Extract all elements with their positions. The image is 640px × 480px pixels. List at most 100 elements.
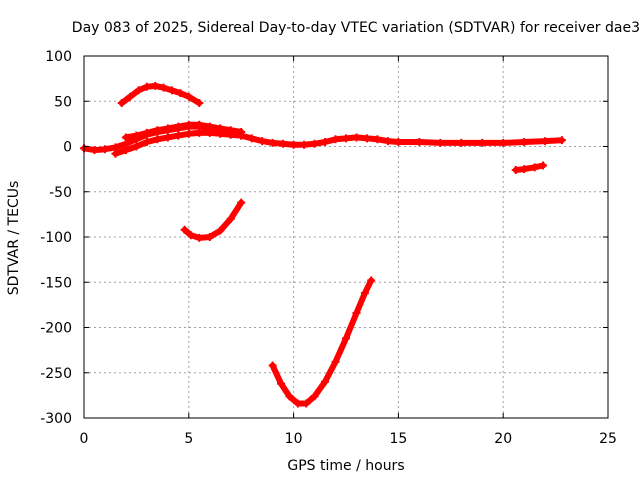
data-point [268, 361, 277, 370]
data-point [90, 146, 99, 155]
series-layer [80, 81, 566, 408]
data-point [289, 140, 298, 149]
data-point [180, 225, 189, 234]
data-point [121, 133, 130, 142]
series-arc-high [117, 81, 204, 108]
data-point [134, 86, 143, 95]
data-point [174, 122, 183, 131]
data-point [132, 142, 141, 151]
grid-layer [84, 56, 608, 418]
x-tick-label: 5 [184, 431, 193, 447]
series-short-segment [511, 161, 548, 175]
data-point [342, 334, 350, 343]
series-arc-deep [268, 276, 376, 408]
data-point [142, 137, 151, 146]
data-point [216, 226, 225, 235]
series-line [512, 162, 546, 173]
y-tick-label: -250 [40, 366, 72, 382]
data-point [121, 146, 130, 155]
data-point [293, 399, 302, 408]
data-point [310, 139, 319, 148]
y-tick-label: -300 [40, 411, 72, 427]
data-point [163, 133, 172, 142]
data-point [310, 392, 319, 401]
data-point [195, 128, 204, 137]
series-line [181, 199, 245, 241]
x-tick-label: 20 [494, 431, 512, 447]
data-point [168, 86, 177, 95]
data-point [205, 233, 214, 241]
data-point [277, 379, 286, 388]
data-point [142, 128, 151, 137]
data-point [457, 138, 466, 147]
data-point [195, 99, 204, 108]
data-point [100, 145, 109, 154]
x-tick-label: 25 [599, 431, 617, 447]
series-lower-branch [111, 128, 246, 158]
tick-layer: 0 5 10 15 20 25 100 50 0 -50 -100 -150 -200 -250 -300 [40, 49, 617, 447]
data-point [237, 128, 246, 137]
data-point [111, 149, 120, 158]
data-point [436, 138, 445, 147]
data-point [176, 89, 185, 98]
x-axis-label: GPS time / hours [287, 458, 404, 474]
data-point [300, 140, 309, 149]
data-point [184, 120, 193, 129]
y-tick-label: 50 [54, 94, 72, 110]
data-point [499, 138, 508, 147]
data-point [530, 163, 539, 172]
data-point [117, 99, 126, 108]
data-point [362, 134, 371, 143]
data-point [541, 137, 550, 146]
y-axis-label: SDTVAR / TECUs [6, 181, 22, 296]
data-point [226, 214, 235, 223]
series-line [269, 277, 375, 407]
y-tick-label: -200 [40, 321, 72, 337]
data-point [539, 161, 548, 170]
data-point [331, 357, 340, 366]
x-tick-label: 10 [285, 431, 303, 447]
data-point [367, 276, 376, 285]
data-point [126, 92, 135, 101]
data-point [226, 126, 235, 135]
data-point [195, 233, 204, 242]
data-point [360, 289, 369, 298]
series-line [118, 82, 203, 107]
data-point [186, 231, 195, 240]
data-point [352, 309, 361, 318]
data-point [153, 135, 162, 144]
data-point [321, 137, 330, 146]
data-point [279, 139, 288, 148]
data-point [174, 131, 183, 140]
data-point [331, 135, 340, 144]
y-tick-label: 100 [45, 49, 72, 65]
data-point [285, 392, 294, 401]
data-point [153, 126, 162, 135]
data-point [205, 122, 214, 131]
data-point [258, 137, 267, 146]
data-point [478, 138, 487, 147]
data-point [321, 377, 330, 386]
y-tick-label: 0 [63, 140, 72, 156]
data-point [373, 135, 382, 144]
data-point [247, 134, 256, 143]
x-tick-label: 15 [389, 431, 407, 447]
data-point [342, 134, 350, 143]
data-point [195, 120, 204, 129]
y-tick-label: -150 [40, 275, 72, 291]
y-tick-label: -100 [40, 230, 72, 246]
data-point [237, 198, 246, 207]
data-point [142, 82, 151, 91]
data-point [383, 137, 392, 146]
series-arc-mid [180, 198, 246, 242]
data-point [159, 83, 168, 92]
data-point [394, 137, 403, 146]
chart-title: Day 083 of 2025, Sidereal Day-to-day VTE… [72, 20, 640, 36]
data-point [302, 399, 311, 408]
y-tick-label: -50 [49, 185, 72, 201]
data-point [511, 166, 520, 175]
data-point [352, 133, 361, 142]
data-point [163, 124, 172, 133]
data-point [557, 136, 566, 145]
